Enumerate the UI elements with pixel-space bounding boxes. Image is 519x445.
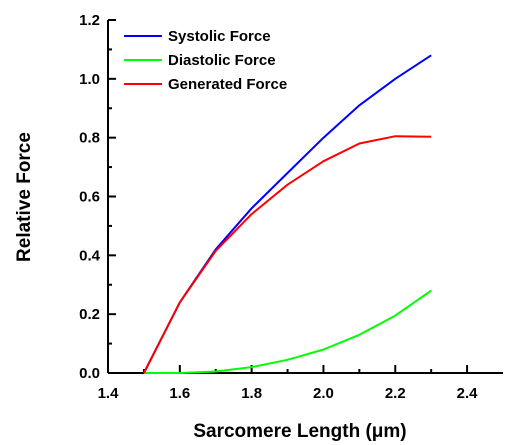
y-axis-title: Relative Force [14,132,35,262]
generated-force-line [143,135,432,374]
y-tick-label: 0.0 [79,365,100,382]
x-tick-label: 2.4 [457,385,479,402]
x-tick-label: 1.8 [241,385,262,402]
x-tick-label: 1.6 [169,385,190,402]
diastolic-force-legend-label: Diastolic Force [168,52,276,69]
x-tick-label: 2.0 [313,385,334,402]
x-axis: 1.4 1.6 1.8 2.0 2.2 2.4 [98,365,479,402]
legend: Systolic Force Diastolic Force Generated F… [124,28,287,93]
y-tick-label: 1.2 [79,12,100,29]
y-tick-label: 1.0 [79,71,100,88]
y-tick-label: 0.4 [79,247,101,264]
y-axis: 0.0 0.2 0.4 0.6 0.8 1.0 1.2 [79,12,116,382]
systolic-force-line [143,54,432,374]
generated-force-legend-label: Generated Force [168,76,287,93]
systolic-force-legend-label: Systolic Force [168,28,271,45]
y-tick-label: 0.6 [79,189,100,206]
series-layer [143,54,432,374]
y-tick-label: 0.8 [79,130,100,147]
x-tick-label: 2.2 [385,385,406,402]
diastolic-force-line [143,289,432,374]
x-axis-title: Sarcomere Length (μm) [193,421,406,442]
x-tick-label: 1.4 [98,385,120,402]
y-tick-label: 0.2 [79,306,100,323]
plot-area [107,20,503,374]
